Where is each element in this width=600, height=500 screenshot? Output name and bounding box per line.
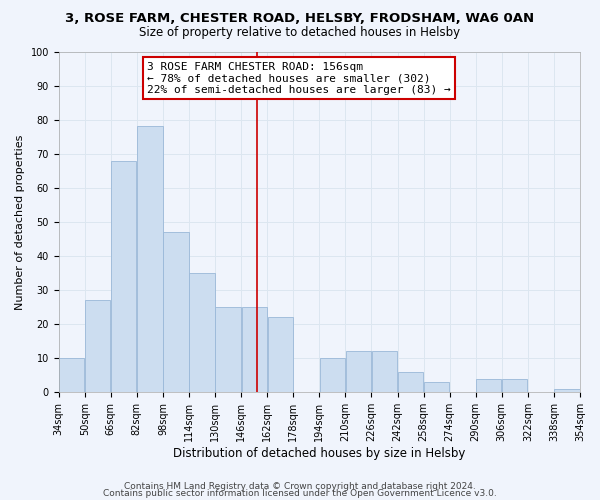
- Text: 3, ROSE FARM, CHESTER ROAD, HELSBY, FRODSHAM, WA6 0AN: 3, ROSE FARM, CHESTER ROAD, HELSBY, FROD…: [65, 12, 535, 26]
- Bar: [346, 352, 371, 393]
- Bar: [502, 378, 527, 392]
- Bar: [372, 352, 397, 393]
- Text: Contains HM Land Registry data © Crown copyright and database right 2024.: Contains HM Land Registry data © Crown c…: [124, 482, 476, 491]
- Bar: [398, 372, 423, 392]
- Bar: [554, 389, 580, 392]
- Text: 3 ROSE FARM CHESTER ROAD: 156sqm
← 78% of detached houses are smaller (302)
22% : 3 ROSE FARM CHESTER ROAD: 156sqm ← 78% o…: [147, 62, 451, 95]
- Text: Contains public sector information licensed under the Open Government Licence v3: Contains public sector information licen…: [103, 490, 497, 498]
- Bar: [320, 358, 345, 392]
- Bar: [424, 382, 449, 392]
- Bar: [476, 378, 502, 392]
- Bar: [242, 307, 267, 392]
- Bar: [190, 273, 215, 392]
- Bar: [111, 160, 136, 392]
- Text: Size of property relative to detached houses in Helsby: Size of property relative to detached ho…: [139, 26, 461, 39]
- Y-axis label: Number of detached properties: Number of detached properties: [15, 134, 25, 310]
- Bar: [163, 232, 188, 392]
- Bar: [85, 300, 110, 392]
- Bar: [215, 307, 241, 392]
- Bar: [268, 318, 293, 392]
- X-axis label: Distribution of detached houses by size in Helsby: Distribution of detached houses by size …: [173, 447, 466, 460]
- Bar: [137, 126, 163, 392]
- Bar: [59, 358, 85, 392]
